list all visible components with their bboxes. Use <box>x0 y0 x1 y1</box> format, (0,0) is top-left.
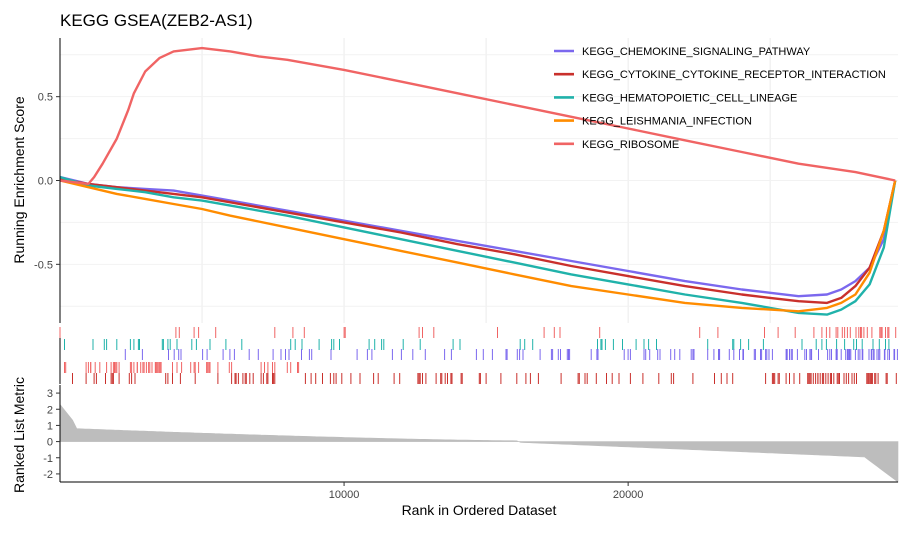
es-y-tick-label-1: 0.0 <box>38 176 53 188</box>
legend-label-2: KEGG_HEMATOPOIETIC_CELL_LINEAGE <box>582 92 797 104</box>
ranked-metric-panel <box>59 403 899 483</box>
metric-y-tick-label-5: -2 <box>43 469 53 481</box>
x-axis-label: Rank in Ordered Dataset <box>402 502 557 518</box>
legend-label-1: KEGG_CYTOKINE_CYTOKINE_RECEPTOR_INTERACT… <box>582 69 886 81</box>
metric-y-tick-label-2: 1 <box>47 420 53 432</box>
es-line-4 <box>59 46 896 186</box>
es-panel-grid <box>60 38 898 323</box>
y-axis-label-top: Running Enrichment Score <box>11 96 27 264</box>
es-panel-axis: 0.5 0.0 -0.5 <box>34 38 61 323</box>
legend-label-3: KEGG_LEISHMANIA_INFECTION <box>582 116 752 128</box>
metric-y-tick-label-4: -1 <box>43 453 53 465</box>
metric-y-tick-label-0: 3 <box>47 388 53 400</box>
y-axis-label-bottom: Ranked List Metric <box>11 377 27 493</box>
ranked-metric-axis: 3 2 1 0 -1 -2 <box>43 385 61 482</box>
legend: KEGG_CHEMOKINE_SIGNALING_PATHWAY KEGG_CYT… <box>554 46 886 151</box>
x-axis: 10000 20000 <box>60 481 898 501</box>
x-tick-label-0: 10000 <box>329 489 360 501</box>
es-panel-lines <box>59 46 897 316</box>
es-line-3 <box>59 179 897 313</box>
es-y-tick-label-0: 0.5 <box>38 92 53 104</box>
metric-area <box>59 403 899 483</box>
es-line-2 <box>59 175 897 316</box>
legend-label-0: KEGG_CHEMOKINE_SIGNALING_PATHWAY <box>582 46 811 58</box>
es-y-tick-label-2: -0.5 <box>34 259 53 271</box>
es-line-1 <box>59 177 897 305</box>
metric-y-tick-label-1: 2 <box>47 404 53 416</box>
x-tick-label-1: 20000 <box>613 489 644 501</box>
chart-title: KEGG GSEA(ZEB2-AS1) <box>60 11 253 30</box>
es-line-0 <box>59 175 897 298</box>
metric-y-tick-label-3: 0 <box>47 437 53 449</box>
hit-rug-panel <box>59 327 898 384</box>
legend-label-4: KEGG_RIBOSOME <box>582 139 679 151</box>
